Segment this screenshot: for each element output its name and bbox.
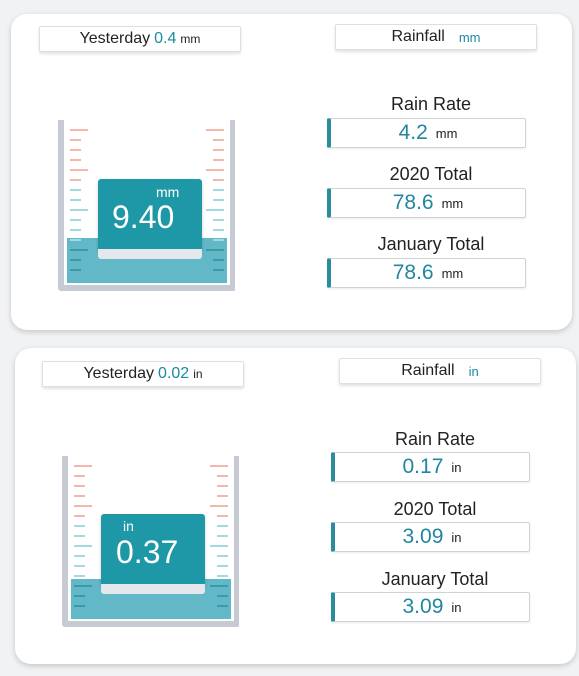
rain-gauge-tube bbox=[62, 456, 239, 627]
rain-gauge-walls bbox=[62, 456, 239, 627]
yesterday-value: 0.02 bbox=[158, 365, 190, 382]
month-total-label: January Total bbox=[377, 234, 485, 254]
year-total-label: 2020 Total bbox=[389, 164, 473, 184]
rainfall-card-in: Yesterday 0.02 in Rainfall in bbox=[15, 348, 576, 664]
year-total-unit: mm bbox=[441, 195, 464, 211]
rain-rate-unit: in bbox=[451, 459, 462, 475]
year-total-unit: in bbox=[451, 529, 462, 545]
year-total-value: 3.09 bbox=[402, 525, 444, 548]
rain-gauge-ticks-left bbox=[70, 129, 88, 271]
rain-rate-unit: mm bbox=[435, 125, 458, 141]
rain-gauge-walls bbox=[58, 120, 235, 291]
gauge-readout-base bbox=[101, 584, 205, 594]
rain-rate-label: Rain Rate bbox=[394, 429, 476, 449]
rain-gauge: in 0.37 bbox=[59, 454, 239, 629]
gauge-readout-unit: in bbox=[123, 518, 134, 534]
rain-gauge-ticks-left bbox=[74, 465, 92, 607]
gauge-readout: mm 9.40 bbox=[98, 179, 202, 259]
year-total-box: 78.6 mm bbox=[327, 188, 526, 218]
rain-rate-box: 4.2 mm bbox=[327, 118, 526, 148]
rainfall-label: Rainfall bbox=[401, 362, 455, 379]
month-total-unit: in bbox=[451, 599, 462, 615]
gauge-readout-value: 9.40 bbox=[112, 199, 175, 235]
rainfall-label: Rainfall bbox=[391, 28, 445, 45]
rainfall-unit-pill[interactable]: Rainfall in bbox=[339, 358, 541, 384]
gauge-readout: in 0.37 bbox=[101, 514, 205, 594]
rain-rate-value: 0.17 bbox=[402, 455, 444, 478]
month-total-value: 78.6 bbox=[392, 261, 434, 284]
rain-gauge: mm 9.40 bbox=[55, 118, 235, 293]
rainfall-unit-pill[interactable]: Rainfall mm bbox=[335, 24, 537, 50]
rainfall-card-mm: Yesterday 0.4 mm Rainfall mm bbox=[11, 14, 572, 330]
rainfall-unit: in bbox=[468, 363, 479, 379]
year-total-label: 2020 Total bbox=[393, 499, 477, 519]
year-total-value: 78.6 bbox=[392, 191, 434, 214]
rainfall-unit: mm bbox=[458, 29, 481, 45]
yesterday-unit: in bbox=[193, 367, 203, 381]
yesterday-pill: Yesterday 0.4 mm bbox=[39, 26, 241, 52]
yesterday-label: Yesterday bbox=[83, 365, 155, 382]
month-total-box: 78.6 mm bbox=[327, 258, 526, 288]
yesterday-unit: mm bbox=[180, 32, 201, 46]
rain-gauge-ticks-right bbox=[206, 129, 224, 271]
gauge-readout-value: 0.37 bbox=[116, 534, 179, 570]
yesterday-label: Yesterday bbox=[79, 30, 151, 47]
month-total-value: 3.09 bbox=[402, 595, 444, 618]
gauge-readout-unit: mm bbox=[156, 184, 180, 200]
yesterday-pill: Yesterday 0.02 in bbox=[42, 361, 244, 387]
rain-rate-value: 4.2 bbox=[398, 121, 428, 144]
yesterday-value: 0.4 bbox=[154, 30, 177, 47]
month-total-box: 3.09 in bbox=[331, 592, 530, 622]
month-total-unit: mm bbox=[441, 265, 464, 281]
month-total-label: January Total bbox=[381, 569, 489, 589]
rain-rate-label: Rain Rate bbox=[390, 94, 472, 114]
year-total-box: 3.09 in bbox=[331, 522, 530, 552]
rain-gauge-ticks-right bbox=[210, 465, 228, 607]
gauge-readout-base bbox=[98, 249, 202, 259]
rain-rate-box: 0.17 in bbox=[331, 452, 530, 482]
